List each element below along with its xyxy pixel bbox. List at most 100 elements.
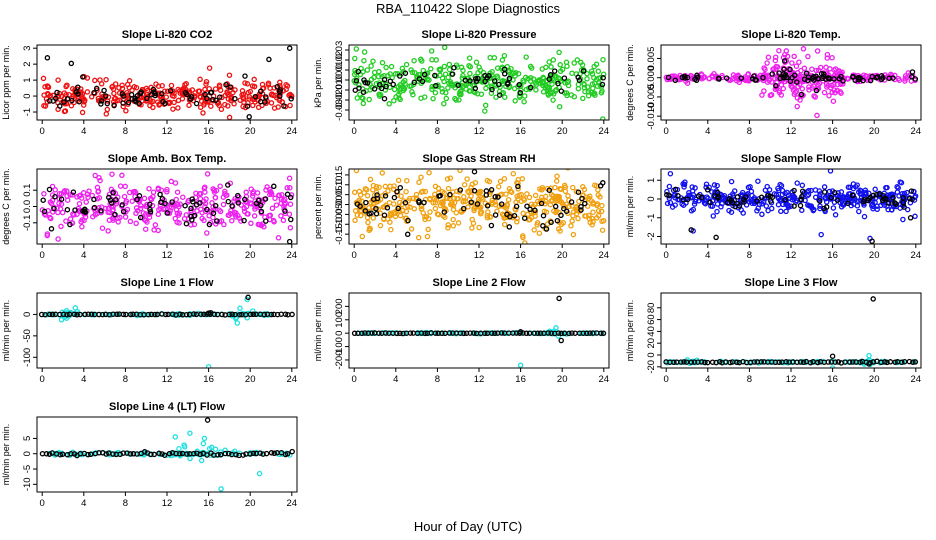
data-point — [834, 197, 841, 203]
data-point — [548, 64, 554, 70]
data-point — [912, 193, 919, 199]
data-point — [881, 195, 887, 202]
data-point — [714, 201, 721, 207]
data-point — [520, 210, 526, 217]
data-point — [392, 71, 399, 77]
data-point — [386, 101, 392, 107]
series-marks — [40, 45, 295, 120]
data-point — [176, 220, 182, 226]
y-tick-label: -200 — [334, 350, 345, 369]
data-point — [589, 71, 596, 77]
data-point — [111, 102, 117, 109]
data-point — [129, 87, 135, 93]
data-point — [215, 452, 221, 458]
data-point — [897, 179, 903, 185]
data-point — [188, 96, 194, 102]
data-point — [281, 103, 287, 109]
data-point — [445, 185, 452, 192]
data-point — [815, 359, 821, 366]
x-tick-label: 8 — [747, 126, 752, 137]
data-point — [484, 74, 490, 81]
data-point — [536, 200, 542, 207]
data-point — [137, 214, 144, 221]
data-point — [496, 92, 503, 98]
data-point — [250, 102, 256, 109]
data-point — [262, 196, 269, 202]
data-point — [807, 203, 814, 209]
data-point — [517, 329, 524, 335]
y-tick-label: -100 — [334, 337, 345, 356]
data-point — [460, 205, 467, 212]
data-point — [476, 224, 482, 231]
data-point — [443, 95, 450, 102]
data-point — [763, 203, 770, 209]
data-point — [826, 92, 832, 99]
data-point — [814, 48, 821, 54]
data-point — [734, 194, 741, 200]
data-point — [173, 196, 179, 203]
data-point — [421, 71, 428, 78]
data-point — [360, 100, 367, 107]
data-point — [783, 359, 789, 365]
data-point — [550, 97, 556, 103]
data-point — [119, 85, 126, 92]
data-point — [83, 199, 89, 205]
data-point — [244, 103, 251, 109]
data-point — [208, 444, 215, 451]
data-point — [81, 217, 87, 224]
data-point — [799, 182, 806, 189]
data-point — [527, 206, 533, 213]
data-point — [287, 102, 293, 109]
data-point — [82, 97, 88, 104]
data-point — [367, 87, 373, 93]
data-point — [85, 451, 91, 458]
data-point — [119, 82, 125, 88]
data-point — [498, 330, 505, 336]
data-point — [220, 201, 227, 208]
data-point — [838, 90, 844, 96]
data-point — [227, 84, 233, 90]
data-point — [812, 187, 819, 193]
data-point — [588, 68, 595, 74]
data-point — [851, 201, 857, 207]
data-point — [425, 226, 431, 233]
y-tick-label: 1 — [22, 77, 33, 82]
data-point — [831, 81, 837, 88]
data-point — [600, 116, 606, 120]
data-point — [585, 89, 592, 95]
data-point — [527, 216, 533, 223]
y-tick-label: 0.15 — [334, 166, 345, 185]
data-point — [69, 97, 75, 104]
data-point — [360, 95, 366, 102]
data-point — [55, 77, 61, 83]
x-tick-label: 8 — [747, 374, 752, 385]
data-point — [177, 311, 183, 318]
data-point — [251, 213, 258, 219]
data-point — [435, 330, 442, 337]
data-point — [381, 76, 388, 83]
y-tick-label: 0.0 — [22, 200, 33, 213]
data-point — [125, 99, 132, 106]
data-point — [164, 189, 170, 195]
data-point — [501, 52, 508, 59]
data-point — [232, 87, 238, 93]
data-point — [64, 188, 70, 194]
data-point — [276, 88, 283, 95]
data-point — [254, 190, 261, 196]
data-point — [267, 212, 274, 219]
data-point — [555, 80, 561, 87]
data-point — [800, 46, 807, 52]
data-point — [166, 450, 173, 457]
data-point — [181, 444, 188, 450]
data-point — [82, 311, 88, 318]
data-point — [445, 74, 451, 81]
data-point — [479, 79, 485, 85]
data-point — [64, 193, 70, 199]
data-point — [42, 84, 48, 90]
data-point — [201, 311, 207, 318]
data-point — [705, 195, 711, 202]
data-point — [387, 212, 394, 219]
data-point — [811, 93, 817, 99]
data-point — [692, 185, 698, 191]
data-point — [231, 101, 237, 107]
